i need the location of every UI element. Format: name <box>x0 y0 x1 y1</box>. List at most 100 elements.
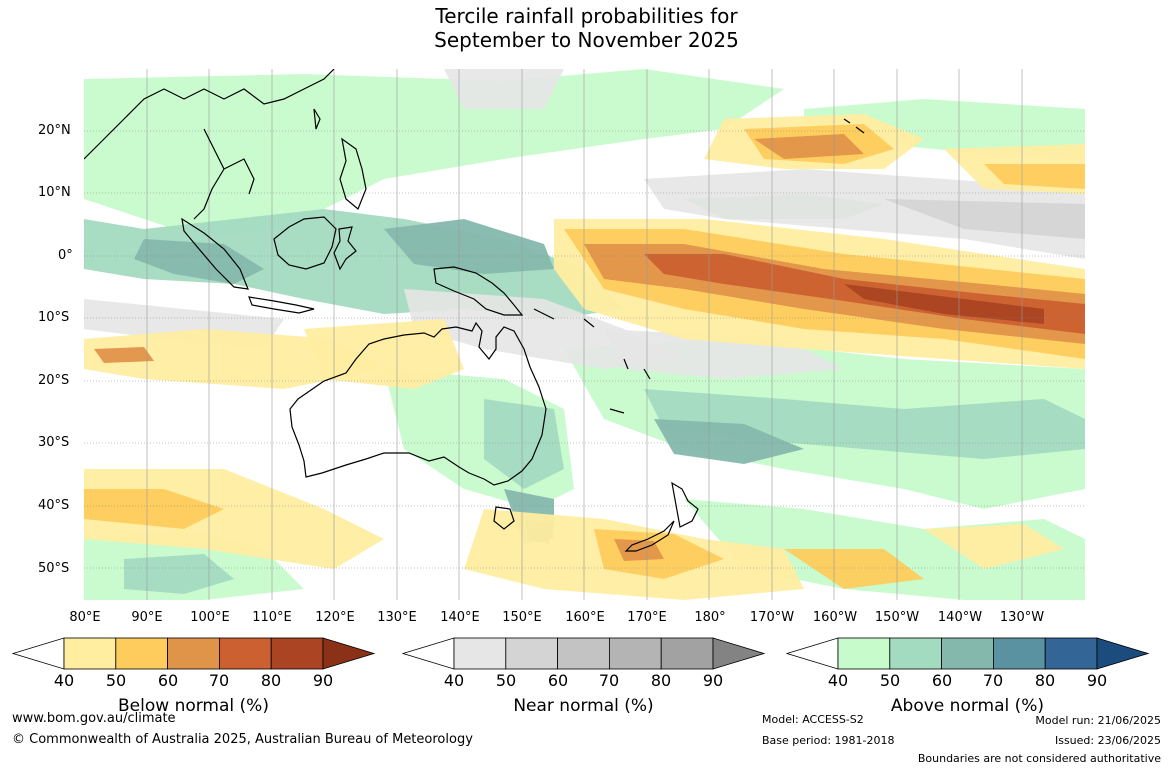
below-colorbar-min-triangle <box>12 637 65 670</box>
lon-label-120e: 120°E <box>315 610 355 625</box>
sumatra-coastline <box>181 217 249 290</box>
lon-label-170e: 170°E <box>627 610 667 625</box>
borneo-coastline <box>273 216 337 270</box>
lat-label-50s: 50°S <box>38 561 70 576</box>
lon-label-170w: 170°W <box>749 610 795 625</box>
above-tick-80: 80 <box>1034 671 1056 690</box>
near-colorbar-min-triangle <box>402 637 455 670</box>
lon-label-130w: 130°W <box>999 610 1045 625</box>
above-tick-60: 60 <box>931 671 953 690</box>
above-normal-colorbar <box>786 637 1150 670</box>
near-tick-50: 50 <box>495 671 517 690</box>
above-normal-title: Above normal (%) <box>890 696 1045 716</box>
base-period: Base period: 1981-2018 <box>762 734 895 747</box>
lon-label-160w: 160°W <box>812 610 858 625</box>
near-tick-80: 80 <box>650 671 672 690</box>
above-colorbar-min-triangle <box>786 637 839 670</box>
lat-label-20n: 20°N <box>38 123 71 138</box>
above-swatch-2 <box>889 637 943 670</box>
above-swatch-5 <box>1044 637 1098 670</box>
below-tick-40: 40 <box>53 671 75 690</box>
below-swatch-4 <box>218 637 272 670</box>
title-line-2: September to November 2025 <box>434 28 739 52</box>
below-swatch-1 <box>63 637 117 670</box>
near-tick-70: 70 <box>598 671 620 690</box>
rainfall-map <box>84 69 1085 600</box>
near-tick-60: 60 <box>547 671 569 690</box>
below-swatch-3 <box>167 637 220 670</box>
above-colorbar-swatches <box>837 637 1098 670</box>
bom-url: www.bom.gov.au/climate <box>12 711 176 726</box>
meridians <box>146 69 1023 600</box>
above-tick-90: 90 <box>1086 671 1108 690</box>
above-tick-50: 50 <box>879 671 901 690</box>
lon-label-140w: 140°W <box>937 610 983 625</box>
below-colorbar-max-triangle <box>322 637 376 670</box>
below-tick-70: 70 <box>208 671 230 690</box>
lat-label-0: 0° <box>58 248 73 263</box>
boundary-disclaimer: Boundaries are not considered authoritat… <box>917 752 1161 765</box>
near-swatch-5 <box>660 637 714 670</box>
lon-label-90e: 90°E <box>131 610 163 625</box>
lat-label-10s: 10°S <box>38 310 70 325</box>
lon-label-100e: 100°E <box>190 610 230 625</box>
graticule <box>84 130 1085 569</box>
lon-label-150w: 150°W <box>874 610 920 625</box>
below-colorbar-swatches <box>63 637 324 670</box>
above-swatch-1 <box>837 637 891 670</box>
above-tick-40: 40 <box>827 671 849 690</box>
lat-label-30s: 30°S <box>38 435 70 450</box>
above-swatch-3 <box>941 637 994 670</box>
below-normal-colorbar <box>12 637 376 670</box>
above-normal-regions <box>84 69 1085 600</box>
lat-label-20s: 20°S <box>38 373 70 388</box>
java-coastline <box>248 296 315 314</box>
map-title: Tercile rainfall probabilities for Septe… <box>0 4 1173 52</box>
lat-label-40s: 40°S <box>38 498 70 513</box>
mainland-asia-coastline <box>84 69 335 220</box>
lon-label-130e: 130°E <box>377 610 417 625</box>
below-tick-90: 90 <box>312 671 334 690</box>
near-normal-colorbar <box>402 637 766 670</box>
lon-label-140e: 140°E <box>440 610 480 625</box>
lon-label-110e: 110°E <box>252 610 292 625</box>
philippines-coastline <box>339 137 367 210</box>
below-swatch-5 <box>270 637 324 670</box>
lon-label-150e: 150°E <box>502 610 542 625</box>
below-normal-regions <box>84 114 1085 600</box>
lon-label-180: 180° <box>694 610 726 625</box>
issued-date: Issued: 23/06/2025 <box>1054 734 1161 747</box>
new-guinea-coastline <box>433 266 524 316</box>
near-swatch-3 <box>557 637 610 670</box>
new-zealand-coastline <box>624 481 699 552</box>
below-tick-60: 60 <box>157 671 179 690</box>
australia-coastline <box>289 321 547 486</box>
near-swatch-4 <box>608 637 662 670</box>
lon-label-80e: 80°E <box>69 610 101 625</box>
lon-label-160e: 160°E <box>565 610 605 625</box>
near-swatch-1 <box>453 637 507 670</box>
near-tick-90: 90 <box>702 671 724 690</box>
model-name: Model: ACCESS-S2 <box>762 713 864 726</box>
above-tick-70: 70 <box>982 671 1004 690</box>
below-tick-50: 50 <box>105 671 127 690</box>
sulawesi-coastline <box>333 226 357 271</box>
near-colorbar-max-triangle <box>712 637 766 670</box>
title-line-1: Tercile rainfall probabilities for <box>435 4 738 28</box>
tasmania-coastline <box>493 506 515 530</box>
near-tick-40: 40 <box>443 671 465 690</box>
below-swatch-2 <box>115 637 169 670</box>
near-swatch-2 <box>505 637 559 670</box>
near-normal-title: Near normal (%) <box>513 696 654 716</box>
hawaii-coastline <box>843 118 865 134</box>
near-normal-regions <box>84 69 1085 379</box>
above-colorbar-max-triangle <box>1096 637 1150 670</box>
copyright: © Commonwealth of Australia 2025, Austra… <box>12 732 473 747</box>
lat-label-10n: 10°N <box>38 185 71 200</box>
above-swatch-4 <box>992 637 1046 670</box>
below-normal-title: Below normal (%) <box>118 696 269 716</box>
below-tick-80: 80 <box>260 671 282 690</box>
near-colorbar-swatches <box>453 637 714 670</box>
coastlines <box>84 69 865 552</box>
model-run: Model run: 21/06/2025 <box>1035 714 1161 727</box>
